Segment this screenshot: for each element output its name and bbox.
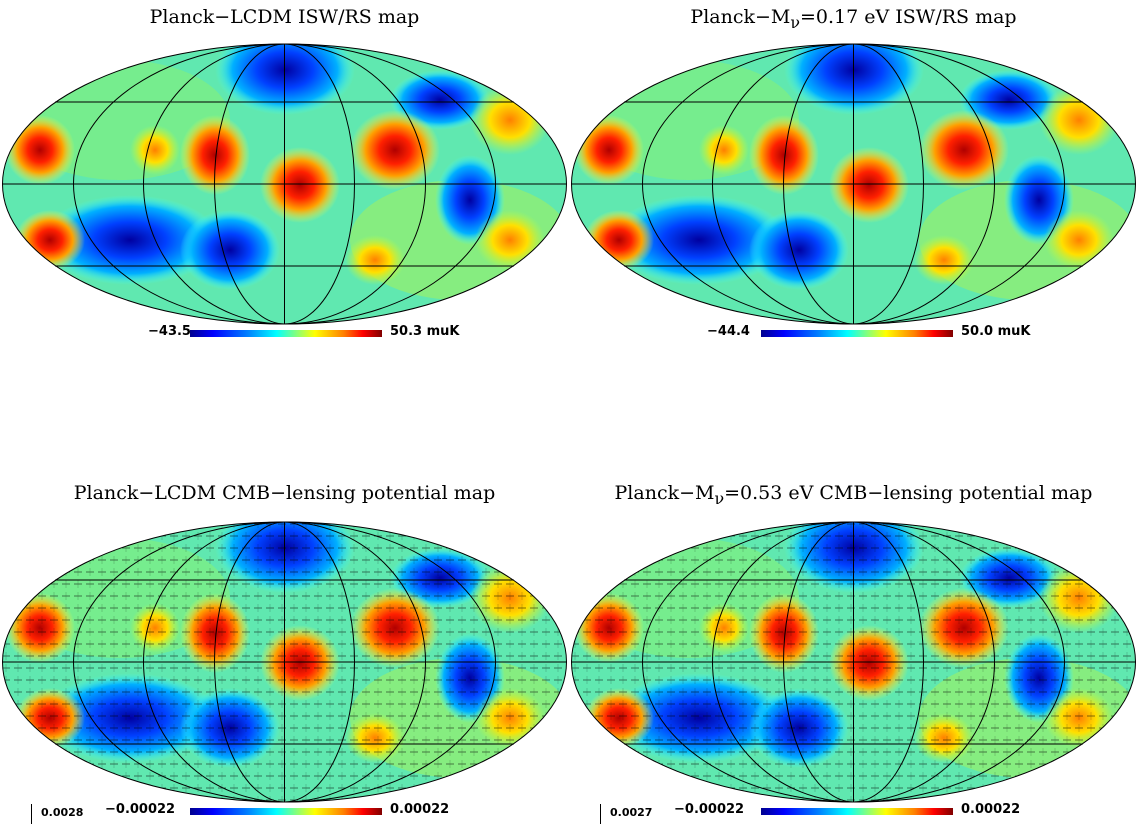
title-text-post: =0.17 eV ISW/RS map [800,6,1017,28]
colorbar-min: −44.4 [707,324,750,339]
colorbar: −0.00022 0.00022 [0,802,569,824]
panel-title: Planck−LCDM CMB−lensing potential map [0,482,569,508]
title-text: Planck−M [690,6,791,28]
panel-isw-lcdm: Planck−LCDM ISW/RS map −43.5 50.3 muK [0,0,569,413]
colorbar-gradient [761,330,953,337]
title-text-post: =0.53 eV CMB−lensing potential map [724,482,1093,504]
colorbar-max: 50.3 muK [390,324,460,339]
panel-lensing-lcdm: Planck−LCDM CMB−lensing potential map 0.… [0,414,569,827]
colorbar-max: 0.00022 [390,802,450,817]
colorbar: −44.4 50.0 muK [569,324,1138,346]
colorbar-gradient [190,808,382,815]
title-text: Planck−M [614,482,715,504]
panel-lensing-mnu053: Planck−Mν=0.53 eV CMB−lensing potential … [569,414,1138,827]
colorbar-min: −43.5 [148,324,191,339]
title-subscript: ν [790,12,800,32]
vector-scale-label: 0.0027 [610,806,653,819]
colorbar-gradient [761,808,953,815]
panel-title: Planck−Mν=0.17 eV ISW/RS map [569,6,1138,32]
mollweide-map [0,40,569,330]
colorbar-min: −0.00022 [674,802,745,817]
colorbar: −43.5 50.3 muK [0,324,569,346]
panel-title: Planck−LCDM ISW/RS map [0,6,569,32]
mollweide-map [569,40,1138,330]
title-text: Planck−LCDM ISW/RS map [149,6,420,28]
colorbar-max: 50.0 muK [961,324,1031,339]
title-subscript: ν [714,488,725,508]
colorbar-gradient [190,330,382,337]
title-text: Planck−LCDM CMB−lensing potential map [73,482,496,504]
colorbar: −0.00022 0.00022 [569,802,1138,824]
vector-scale-bar [600,804,601,824]
vector-scale-label: 0.0028 [41,806,84,819]
vector-scale-bar [31,804,32,824]
mollweide-map [0,518,569,808]
colorbar-max: 0.00022 [961,802,1021,817]
mollweide-map [569,518,1138,808]
panel-title: Planck−Mν=0.53 eV CMB−lensing potential … [569,482,1138,508]
colorbar-min: −0.00022 [105,802,176,817]
panel-isw-mnu017: Planck−Mν=0.17 eV ISW/RS map −44.4 50.0 … [569,0,1138,413]
